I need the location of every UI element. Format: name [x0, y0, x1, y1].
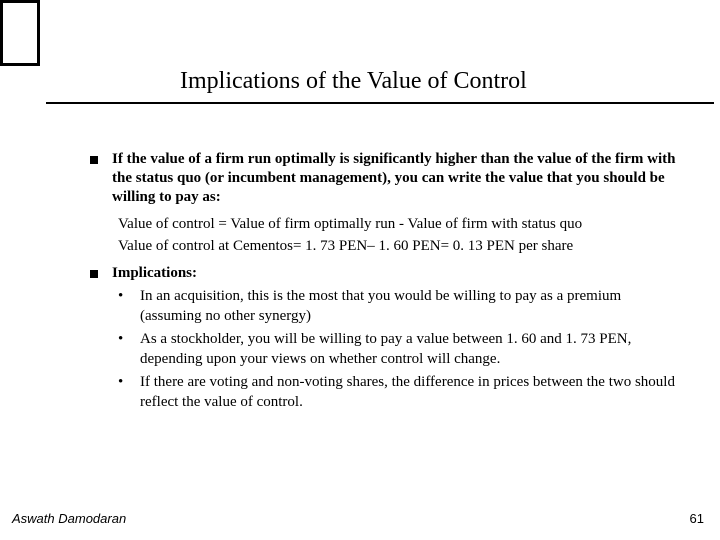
corner-accent [0, 0, 40, 66]
dot-bullet-icon: • [118, 287, 130, 326]
sub-bullet-item: • If there are voting and non-voting sha… [118, 373, 680, 412]
sub-bullet-item: • In an acquisition, this is the most th… [118, 287, 680, 326]
sub-line: Value of control = Value of firm optimal… [118, 214, 680, 234]
slide-title: Implications of the Value of Control [180, 68, 680, 95]
square-bullet-icon [90, 270, 98, 278]
bullet-item: If the value of a firm run optimally is … [90, 150, 680, 208]
body-content: If the value of a firm run optimally is … [90, 150, 680, 416]
bullet-text: If the value of a firm run optimally is … [112, 150, 680, 208]
title-area: Implications of the Value of Control [180, 68, 680, 95]
sub-bullet-text: As a stockholder, you will be willing to… [140, 330, 680, 369]
dot-bullet-icon: • [118, 330, 130, 369]
bullet-text: Implications: [112, 264, 197, 283]
sub-bullet-text: In an acquisition, this is the most that… [140, 287, 680, 326]
footer-page-number: 61 [690, 511, 704, 526]
sub-bullet-item: • As a stockholder, you will be willing … [118, 330, 680, 369]
bullet-item: Implications: [90, 264, 680, 283]
title-underline [46, 102, 714, 104]
footer-author: Aswath Damodaran [12, 511, 126, 526]
square-bullet-icon [90, 156, 98, 164]
slide: Implications of the Value of Control If … [0, 0, 720, 540]
sub-bullet-text: If there are voting and non-voting share… [140, 373, 680, 412]
sub-line: Value of control at Cementos= 1. 73 PEN–… [118, 236, 680, 256]
dot-bullet-icon: • [118, 373, 130, 412]
